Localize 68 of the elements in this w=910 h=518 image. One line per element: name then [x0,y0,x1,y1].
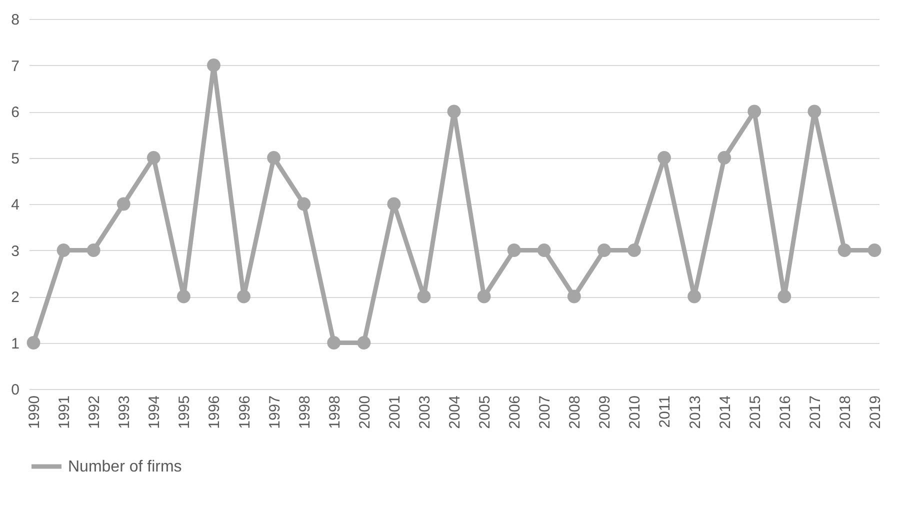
point [176,290,190,304]
point [597,244,611,257]
point [507,244,521,257]
point [387,197,401,211]
x-tick-label: 1994 [146,396,164,429]
point [297,197,311,211]
y-tick-label: 2 [11,289,20,306]
point [838,244,852,257]
x-tick-label: 2018 [836,396,854,429]
y-tick-label: 0 [11,382,20,398]
x-tick-label: 2013 [686,396,704,429]
point [146,151,160,164]
y-tick-label: 1 [11,335,20,352]
point [477,290,491,304]
x-tick-label: 2010 [626,396,644,429]
x-tick-label: 1992 [86,396,104,429]
x-tick-label: 1991 [56,396,74,429]
point [86,244,100,257]
point [778,290,792,304]
point [26,336,40,350]
point [868,244,882,257]
point [567,290,581,304]
x-tick-label: 1996 [236,396,254,429]
x-tick-label: 2009 [596,396,614,429]
x-tick-label: 2005 [476,396,494,429]
point [237,290,250,304]
y-tick-label: 7 [11,58,20,75]
x-tick-label: 1998 [326,396,344,429]
point [808,104,822,118]
point [417,290,431,304]
x-tick-label: 2007 [536,396,554,429]
x-tick-label: 2019 [866,396,884,429]
x-tick-label: 2014 [716,396,734,429]
point [628,244,641,257]
y-tick-label: 5 [11,150,20,168]
x-tick-label: 2016 [776,396,794,429]
point [207,58,220,72]
point [658,151,671,164]
point [748,104,762,118]
x-tick-label: 2008 [566,396,584,429]
y-tick-label: 8 [11,12,20,28]
point [688,290,701,304]
x-tick-label: 2004 [446,396,464,429]
legend-label: Number of firms [68,458,182,476]
x-tick-label: 1990 [26,396,44,429]
x-tick-label: 1995 [176,396,194,429]
x-tick-label: 2006 [506,396,524,429]
point [447,104,461,118]
x-tick-label: 1997 [266,396,284,429]
x-tick-label: 1996 [206,396,224,429]
point [718,151,732,164]
x-tick-label: 2000 [356,396,374,429]
x-tick-label: 1993 [116,396,134,429]
x-tick-label: 1998 [296,396,314,429]
y-tick-label: 4 [11,196,20,214]
x-tick-label: 2017 [806,396,824,429]
point [267,151,280,164]
x-tick-label: 2001 [386,396,404,429]
point [116,197,130,211]
point [357,336,371,350]
x-tick-label: 2003 [416,396,434,429]
y-tick-label: 3 [11,242,20,260]
point [537,244,551,257]
x-tick-label: 2011 [656,396,674,428]
x-tick-label: 2015 [746,396,764,429]
y-tick-label: 6 [11,104,20,121]
point [327,336,341,350]
point [56,244,70,257]
